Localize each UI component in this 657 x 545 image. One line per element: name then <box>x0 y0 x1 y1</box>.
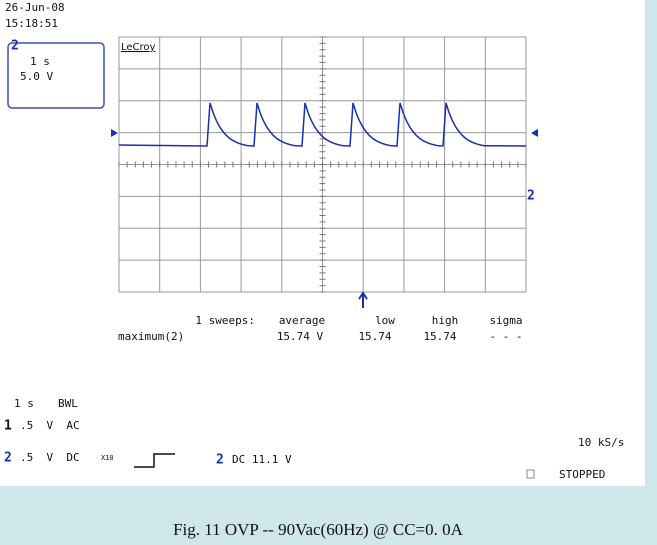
col-header: sigma <box>489 314 522 327</box>
waveform <box>118 102 527 147</box>
status: STOPPED <box>559 468 605 481</box>
col-header: high <box>432 314 459 327</box>
ch1-settings: .5 V AC <box>20 419 80 432</box>
timebase: 1 s <box>30 55 50 68</box>
trigger: DC 11.1 V <box>232 453 292 466</box>
level-marker <box>111 129 118 137</box>
sample-rate: 10 kS/s <box>578 436 624 449</box>
value: 15.74 V <box>277 330 324 343</box>
trigger-channel: 2 <box>216 453 224 468</box>
sweeps: 1 sweeps: <box>195 314 255 327</box>
volts-per-div: 5.0 V <box>20 70 53 83</box>
level-marker <box>531 129 538 137</box>
caption: Fig. 11 OVP -- 90Vac(60Hz) @ CC=0. 0A <box>173 520 464 539</box>
date: 26-Jun-08 <box>5 1 65 14</box>
checkbox <box>526 469 535 479</box>
time: 15:18:51 <box>5 17 58 30</box>
channel-box <box>7 42 105 109</box>
graticule <box>118 36 527 293</box>
value: 15.74 <box>423 330 456 343</box>
trigger-slope <box>134 453 175 468</box>
value: 15.74 <box>358 330 391 343</box>
channel-number: 2 <box>11 39 19 54</box>
col-header: low <box>375 314 395 327</box>
trace-marker: 2 <box>527 189 535 204</box>
ch2-settings: .5 V DC <box>20 451 80 464</box>
ch2-number: 2 <box>4 451 12 466</box>
row-label: maximum(2) <box>118 330 184 343</box>
col-header: average <box>279 314 325 327</box>
timebase: 1 s <box>14 397 34 410</box>
value: - - - <box>489 330 522 343</box>
bwl: BWL <box>58 397 78 410</box>
ch1-number: 1 <box>4 419 12 434</box>
brand: LeCroy <box>121 42 156 53</box>
trigger-arrow <box>358 291 368 308</box>
probe: X10 <box>101 454 114 462</box>
